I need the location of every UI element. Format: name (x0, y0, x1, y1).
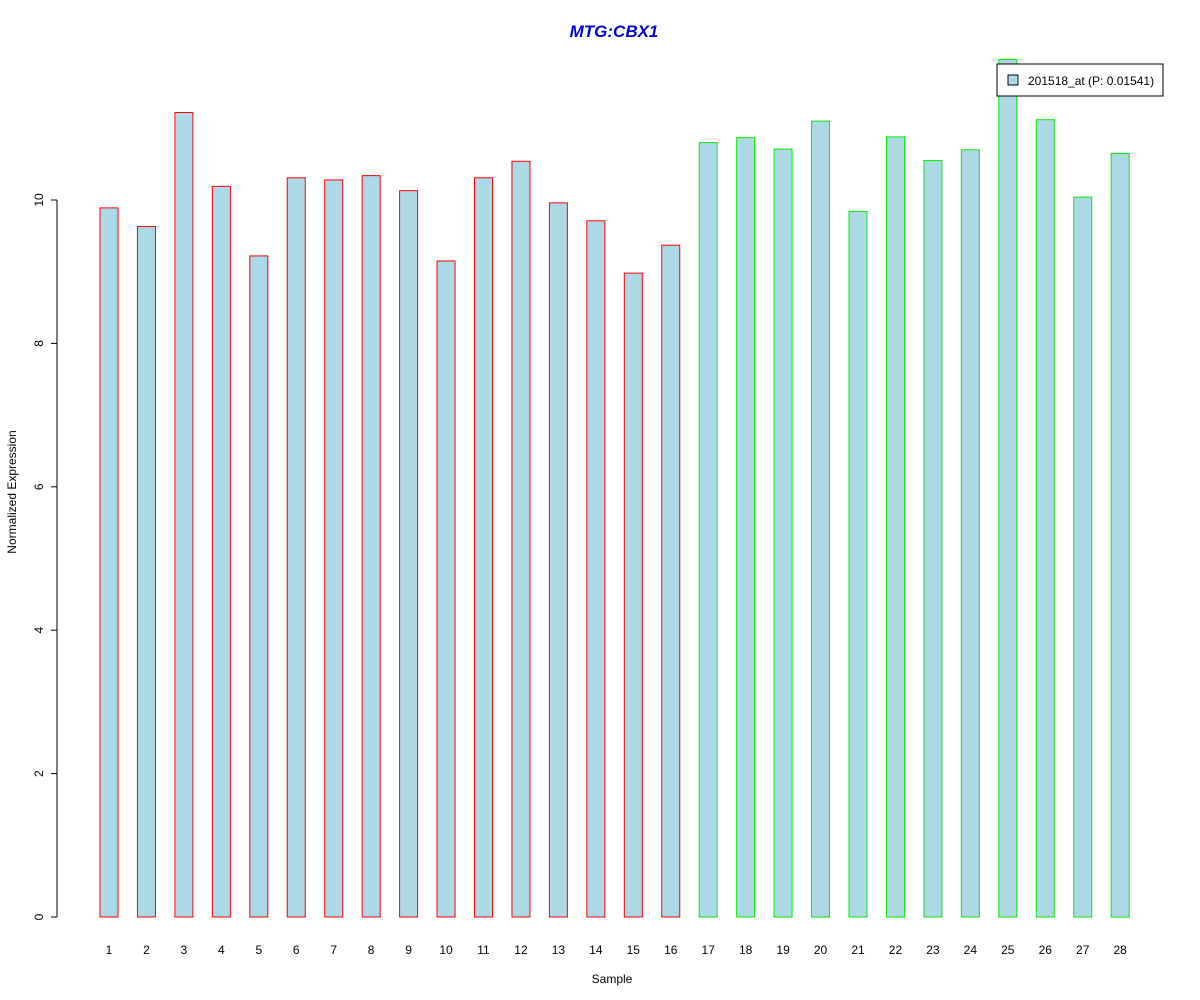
bars-group (99, 58, 1130, 918)
bar-sample-27 (1073, 196, 1093, 918)
bar-sample-11 (474, 177, 493, 918)
x-axis-label: Sample (592, 972, 633, 986)
x-tick-label: 28 (1113, 943, 1127, 957)
x-tick-label: 17 (702, 943, 716, 957)
x-tick-label: 5 (255, 943, 262, 957)
bar-sample-4 (211, 185, 231, 918)
chart-title: MTG:CBX1 (570, 22, 659, 41)
bar-sample-1 (99, 207, 119, 918)
y-tick-label: 2 (32, 770, 46, 777)
bar-sample-5 (249, 255, 269, 918)
legend-label: 201518_at (P: 0.01541) (1028, 74, 1154, 88)
bar-sample-14 (586, 220, 606, 918)
x-tick-label: 25 (1001, 943, 1015, 957)
bar-sample-3 (174, 112, 194, 918)
bar-sample-21 (848, 210, 868, 918)
y-tick-label: 10 (32, 193, 46, 207)
x-tick-label: 3 (181, 943, 188, 957)
bar-sample-24 (960, 149, 980, 918)
y-axis: 0 2 4 6 8 10 (32, 193, 58, 920)
x-tick-label: 9 (405, 943, 412, 957)
x-tick-label: 24 (964, 943, 978, 957)
bar-sample-10 (436, 260, 456, 918)
legend-swatch (1007, 74, 1019, 86)
x-tick-label: 12 (514, 943, 528, 957)
bar-sample-25 (998, 58, 1018, 918)
bar-sample-28 (1110, 152, 1130, 918)
x-tick-label: 2 (143, 943, 150, 957)
x-tick-label: 16 (664, 943, 678, 957)
y-tick-label: 0 (32, 913, 46, 920)
bar-sample-7 (324, 179, 344, 918)
bar-sample-22 (885, 136, 905, 918)
bar-sample-12 (511, 160, 531, 918)
x-tick-label: 6 (293, 943, 300, 957)
x-tick-label: 26 (1039, 943, 1053, 957)
y-tick-label: 8 (32, 340, 46, 347)
x-tick-label: 1 (106, 943, 113, 957)
legend-box (996, 63, 1164, 97)
bar-sample-23 (923, 160, 943, 918)
bar-sample-8 (361, 175, 381, 918)
x-tick-label: 8 (368, 943, 375, 957)
x-tick-label: 11 (477, 943, 490, 957)
bar-sample-26 (1035, 119, 1055, 918)
x-tick-label: 22 (889, 943, 903, 957)
bar-sample-6 (286, 177, 306, 918)
x-tick-label: 20 (814, 943, 828, 957)
bar-sample-19 (773, 148, 793, 918)
bar-sample-9 (399, 190, 419, 918)
y-tick-label: 6 (32, 483, 46, 490)
x-tick-label: 21 (851, 943, 865, 957)
bar-sample-16 (661, 244, 681, 918)
x-tick-label: 7 (330, 943, 337, 957)
x-tick-label: 27 (1076, 943, 1090, 957)
y-tick-label: 4 (32, 627, 46, 634)
x-tick-label: 14 (589, 943, 603, 957)
y-axis-label: Normalized Expression (5, 430, 19, 553)
x-tick-label: 23 (926, 943, 940, 957)
bar-sample-17 (698, 142, 718, 918)
bar-sample-15 (623, 272, 643, 918)
legend: 201518_at (P: 0.01541) (996, 63, 1164, 97)
bar-sample-13 (548, 202, 568, 918)
bar-sample-18 (736, 137, 756, 918)
x-tick-label: 4 (218, 943, 225, 957)
bar-sample-2 (136, 226, 156, 918)
x-tick-label: 18 (739, 943, 753, 957)
x-tick-label: 15 (627, 943, 641, 957)
x-tick-label: 10 (439, 943, 453, 957)
x-tick-label: 13 (552, 943, 566, 957)
x-tick-labels: 1 2 3 4 5 6 7 8 9 10 11 12 13 14 15 16 17 18 19 20 21 22 23 24 2… (106, 943, 1127, 957)
x-tick-label: 19 (776, 943, 790, 957)
bar-sample-20 (811, 120, 831, 918)
